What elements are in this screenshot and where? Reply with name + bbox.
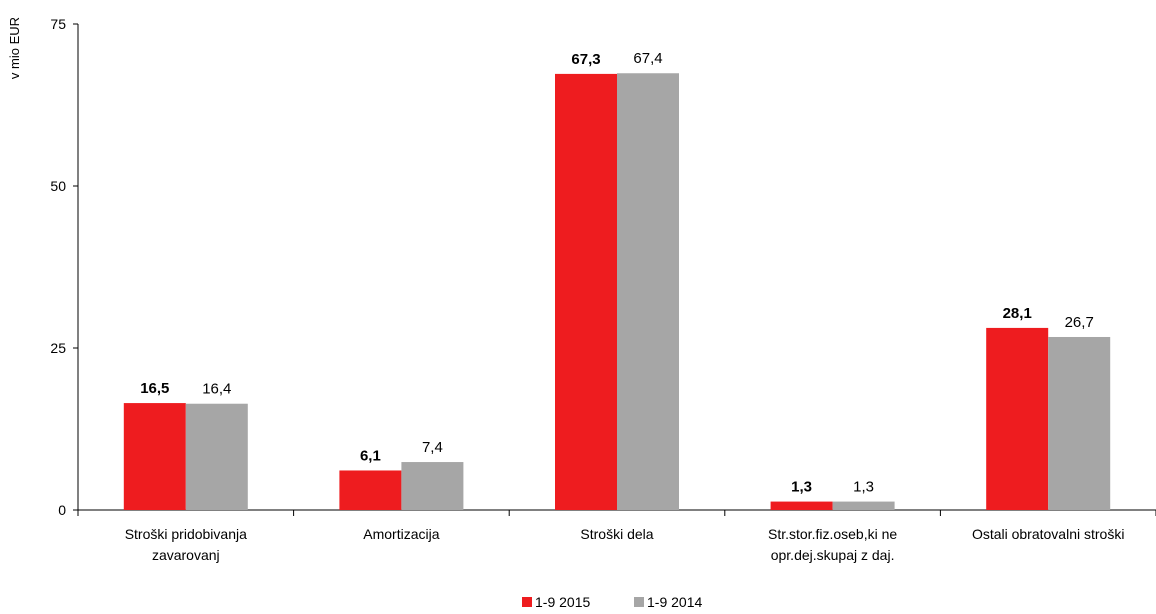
- bar-series1: [339, 470, 402, 510]
- legend-label: 1-9 2015: [535, 594, 590, 610]
- data-label: 67,4: [633, 50, 662, 67]
- bar-series1: [770, 501, 833, 510]
- category-label: Str.stor.fiz.oseb,ki ne: [768, 526, 897, 542]
- data-label: 1,3: [853, 479, 874, 496]
- data-label: 16,5: [140, 380, 169, 397]
- bar-series2: [185, 403, 248, 510]
- y-tick-label: 75: [50, 16, 66, 32]
- data-label: 26,7: [1065, 314, 1094, 331]
- legend-swatch: [634, 597, 644, 607]
- bar-series2: [1048, 336, 1111, 510]
- bar-series2: [401, 462, 464, 510]
- y-tick-label: 0: [58, 502, 66, 518]
- category-label: Stroški pridobivanja: [125, 526, 247, 542]
- bar-series2: [617, 73, 679, 511]
- bar-series1: [986, 327, 1049, 510]
- category-label: Amortizacija: [363, 526, 439, 542]
- legend-swatch: [522, 597, 532, 607]
- category-label: opr.dej.skupaj z daj.: [771, 547, 895, 563]
- data-label: 7,4: [422, 439, 443, 456]
- y-tick-label: 50: [50, 178, 66, 194]
- category-label: zavarovanj: [152, 547, 220, 563]
- bar-series1: [123, 403, 186, 510]
- data-label: 1,3: [791, 479, 812, 496]
- y-axis-label: v mio EUR: [7, 17, 22, 79]
- y-tick-label: 25: [50, 340, 66, 356]
- category-label: Stroški dela: [580, 526, 653, 542]
- category-label: Ostali obratovalni stroški: [972, 526, 1125, 542]
- data-label: 28,1: [1003, 305, 1032, 322]
- data-label: 67,3: [571, 51, 600, 68]
- legend-label: 1-9 2014: [647, 594, 702, 610]
- data-label: 6,1: [360, 447, 381, 464]
- bar-series1: [555, 73, 617, 511]
- data-label: 16,4: [202, 381, 231, 398]
- bar-series2: [832, 501, 895, 510]
